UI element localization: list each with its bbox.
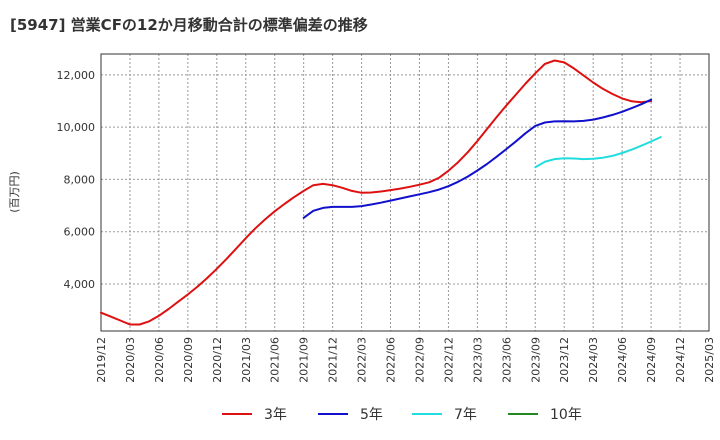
x-tick-label: 2020/12 bbox=[211, 337, 224, 383]
x-tick-label: 2020/09 bbox=[182, 337, 195, 383]
x-tick-labels: 2019/12 2020/03 2020/06 2020/09 2020/12 2021/… bbox=[95, 337, 716, 383]
legend-label-2: 5年 bbox=[360, 407, 383, 423]
x-tick-label: 2024/09 bbox=[645, 337, 658, 383]
x-tick-label: 2025/03 bbox=[703, 337, 716, 383]
legend-label-1: 3年 bbox=[264, 407, 287, 423]
legend: 3年 5年 7年 10年 bbox=[222, 407, 582, 423]
x-tick-label: 2022/03 bbox=[356, 337, 369, 383]
y-tick-label: 8,000 bbox=[64, 173, 96, 186]
legend-label-4: 10年 bbox=[550, 407, 582, 423]
x-tick-label: 2020/06 bbox=[153, 337, 166, 383]
x-tick-label: 2024/06 bbox=[616, 337, 629, 383]
series-line-3 bbox=[534, 136, 662, 169]
x-tick-label: 2021/12 bbox=[327, 337, 340, 383]
series-lines bbox=[100, 59, 662, 326]
series-line-1 bbox=[100, 59, 653, 326]
y-axis-label: (百万円) bbox=[8, 171, 21, 213]
y-tick-label: 10,000 bbox=[57, 121, 96, 134]
plot-border bbox=[100, 53, 710, 332]
x-tick-label: 2023/06 bbox=[500, 337, 513, 383]
x-tick-label: 2021/09 bbox=[298, 337, 311, 383]
x-tick-label: 2023/03 bbox=[471, 337, 484, 383]
x-tick-label: 2021/06 bbox=[269, 337, 282, 383]
grid-lines bbox=[101, 54, 709, 331]
x-tick-label: 2021/03 bbox=[240, 337, 253, 383]
x-tick-label: 2023/12 bbox=[558, 337, 571, 383]
y-tick-label: 12,000 bbox=[57, 69, 96, 82]
legend-label-3: 7年 bbox=[454, 407, 477, 423]
x-tick-label: 2024/03 bbox=[587, 337, 600, 383]
x-tick-label: 2022/06 bbox=[385, 337, 398, 383]
plot-area bbox=[101, 54, 709, 331]
y-tick-label: 4,000 bbox=[64, 278, 96, 291]
x-tick-label: 2022/09 bbox=[413, 337, 426, 383]
x-tick-label: 2022/12 bbox=[442, 337, 455, 383]
x-tick-label: 2023/09 bbox=[529, 337, 542, 383]
x-tick-label: 2020/03 bbox=[124, 337, 137, 383]
series-line-2 bbox=[302, 98, 653, 219]
x-tick-label: 2019/12 bbox=[95, 337, 108, 383]
chart-title: [5947] 営業CFの12か月移動合計の標準偏差の推移 bbox=[10, 16, 368, 34]
y-tick-label: 6,000 bbox=[64, 226, 96, 239]
x-tick-label: 2024/12 bbox=[674, 337, 687, 383]
y-tick-labels: 4,000 6,000 8,000 10,000 12,000 bbox=[57, 69, 96, 291]
